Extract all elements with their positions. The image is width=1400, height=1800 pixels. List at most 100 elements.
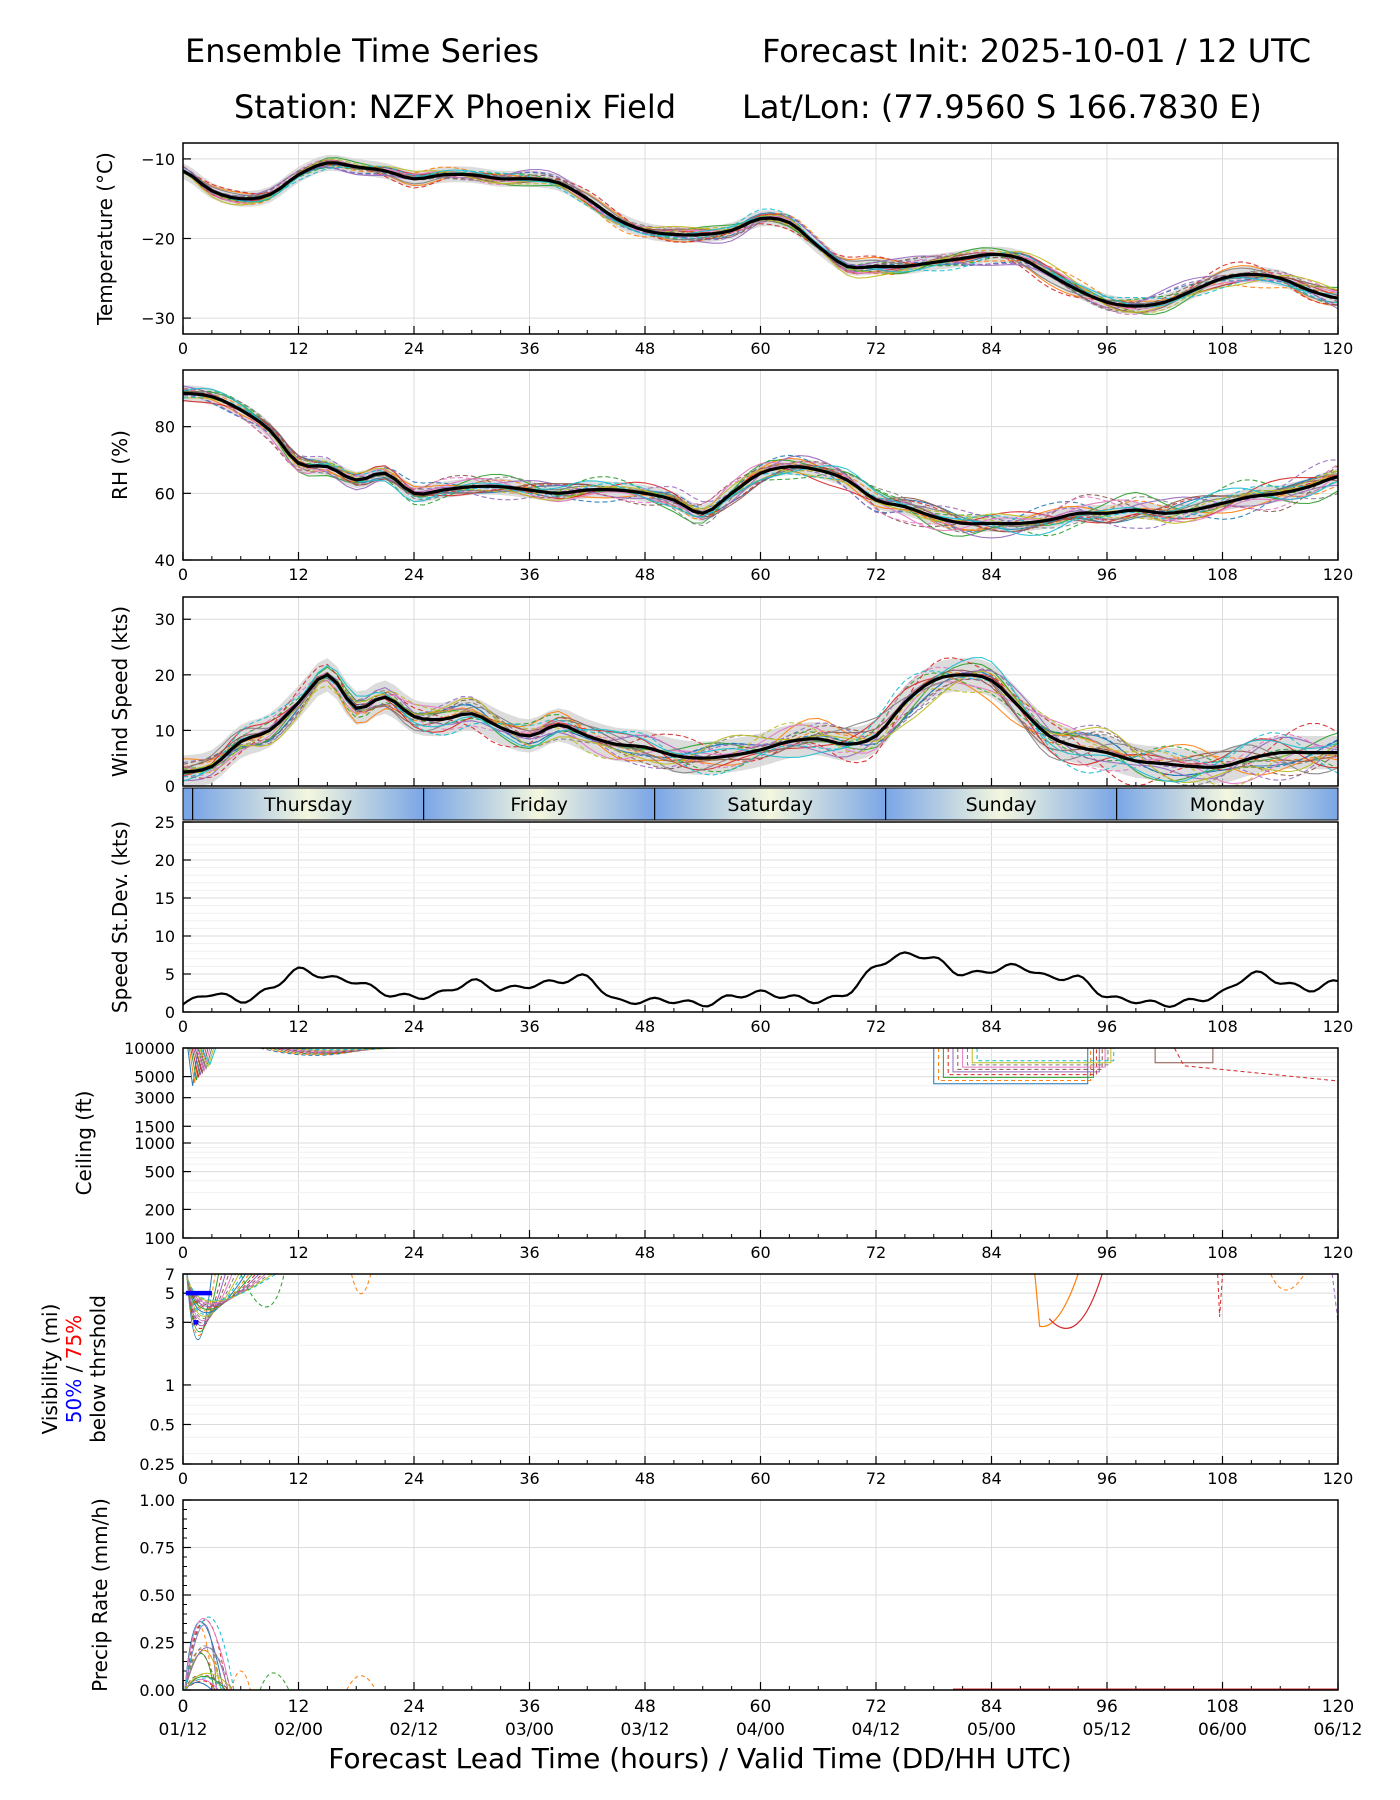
member-line-1 [183,671,1338,777]
series-area [183,656,1338,786]
y-tick-label: 20 [155,851,175,870]
member-line [346,1675,376,1690]
member-line [976,1048,1115,1062]
x-tick-label: 120 [1323,565,1354,584]
panel-speed_stdev: 0 12 24 36 48 60 72 84 96 108 120 0 5 10 15 20 25 Speed S… [108,813,1353,1036]
x-tick-label: 120 [1323,1469,1354,1488]
y-tick-label: 0 [165,1003,175,1022]
member-line [1217,1274,1223,1317]
x-tick-label: 48 [635,1017,655,1036]
strip-lead [183,788,193,820]
series-area [183,154,1338,315]
y-tick-label: 0.25 [139,1634,175,1653]
y-tick-label: 10000 [124,1039,175,1058]
member-line-7 [183,657,1338,786]
x-tick-label: 120 [1323,1243,1354,1262]
x-tick-label: 12 [288,1243,308,1262]
y-tick-label: 5 [165,1284,175,1303]
x-tick-label: 72 [866,565,886,584]
member-line [294,1048,401,1051]
x-tick-label: 48 [635,565,655,584]
y-tick-label: 0.5 [150,1415,175,1434]
x-tick-label: 60 [750,1469,770,1488]
forecast-init: Forecast Init: 2025-10-01 / 12 UTC [762,32,1312,70]
x-tick-label: 60 [750,565,770,584]
x-tick-label: 84 [981,1469,1001,1488]
y-tick-label: 0.50 [139,1586,175,1605]
y-axis-label: Speed St.Dev. (kts) [108,821,132,1013]
y-tick-label: 10 [155,721,175,740]
day-label: Thursday [263,794,352,816]
plot-border [182,821,1339,1013]
day-strip: Thursday Friday Saturday Sunday Monday [182,787,1339,821]
x-tick-label: 24 [404,565,424,584]
x-tick-label: 12 [288,565,308,584]
member-line [230,1670,251,1690]
panel-precip: 0.00 0.25 0.50 0.75 1.00 Precip Rate (mm/h) 0 0… [88,1491,1363,1740]
day-band-1 [423,788,655,820]
member-line-8 [183,669,1338,781]
plot-border [182,142,1339,335]
member-line [1048,1274,1103,1329]
day-band-2 [654,788,886,820]
y-tick-label: 5000 [134,1068,175,1087]
x-tick-label: 36 [519,565,539,584]
member-line-17 [186,1274,270,1304]
member-line [350,1274,372,1295]
series-area [184,1616,1338,1690]
strip-border [182,787,1339,821]
member-line [933,1048,1089,1085]
member-line [286,1048,393,1052]
x-tick-label: 24 [404,1243,424,1262]
chart-title: Ensemble Time Series [185,32,539,70]
member-line [193,1048,207,1076]
y-tick-label: 3 [165,1313,175,1332]
y-axis-label: RH (%) [108,430,132,500]
series-area [187,1048,1338,1086]
plot-border [182,1047,1339,1239]
x-tick-label: 72 [866,1243,886,1262]
member-line [197,1048,213,1070]
x-tick-label: 108 [1207,565,1238,584]
member-line-18 [184,1672,234,1690]
x-tick-label: 84 [981,1697,1003,1717]
valid-time-label: 03/12 [621,1720,670,1740]
member-line-12 [183,393,1338,532]
member-line [194,1048,209,1075]
x-tick-label: 12 [288,1469,308,1488]
y-tick-label: 0.25 [139,1455,175,1474]
y-tick-label: 5 [165,965,175,984]
day-label: Monday [1190,794,1265,816]
member-line [1154,1048,1214,1064]
panel-wind: 0 10 20 30 Wind Speed (kts) [108,596,1339,796]
station-name: Station: NZFX Phoenix Field [234,88,677,126]
day-band-4 [1116,788,1338,820]
series-area [183,385,1338,539]
x-tick-label: 72 [866,339,886,358]
y-axis-label: Precip Rate (mm/h) [88,1498,112,1692]
x-tick-label: 12 [288,339,308,358]
legend-75: 75% [62,1315,86,1359]
member-line [957,1048,1103,1070]
y-axis-label: Ceiling (ft) [72,1091,96,1196]
plot-border [182,369,1339,561]
day-label: Saturday [727,794,813,816]
x-tick-label: 24 [404,1017,424,1036]
y-tick-label: 20 [155,666,175,685]
station-latlon: Lat/Lon: (77.9560 S 166.7830 E) [742,88,1262,126]
x-tick-label: 0 [178,565,188,584]
x-tick-label: 12 [288,1017,308,1036]
member-line-11 [183,677,1338,777]
valid-time-label: 02/12 [390,1720,439,1740]
member-line-9 [183,394,1338,529]
member-line-10 [184,1621,224,1690]
valid-time-label: 04/00 [736,1720,785,1740]
member-line [971,1048,1112,1064]
valid-time-label: 06/00 [1198,1720,1247,1740]
y-tick-label: 1.00 [139,1491,175,1510]
x-tick-label: 108 [1207,339,1238,358]
y-tick-label: 0.75 [139,1539,175,1558]
member-line-19 [183,165,1338,303]
x-tick-label: 96 [1097,565,1117,584]
member-line [966,1048,1109,1066]
